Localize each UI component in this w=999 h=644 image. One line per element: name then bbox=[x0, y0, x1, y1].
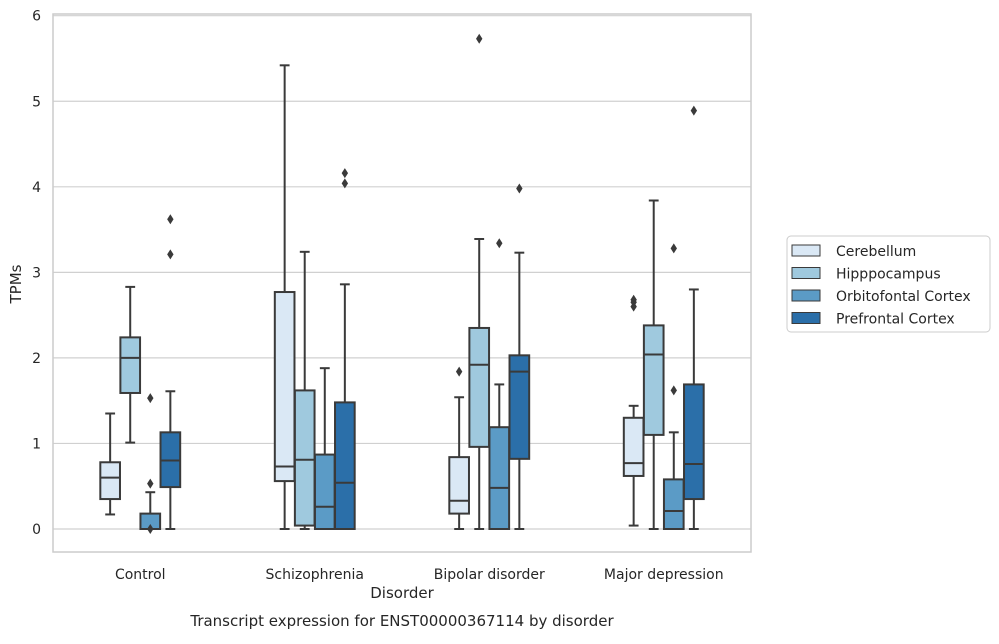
legend-swatch-0 bbox=[791, 244, 821, 257]
outlier-point-1 bbox=[670, 243, 677, 254]
x-tick-label-2: Bipolar disorder bbox=[434, 567, 545, 583]
x-axis-label: Disorder bbox=[370, 584, 434, 602]
legend-swatch-1 bbox=[791, 267, 821, 279]
box-3-2 bbox=[662, 243, 685, 531]
legend-label-2: Orbitofontal Cortex bbox=[836, 289, 971, 305]
box-0-0 bbox=[99, 412, 121, 516]
outlier-point-0 bbox=[476, 33, 483, 44]
box-iqr bbox=[334, 401, 356, 530]
box-2-1 bbox=[468, 33, 491, 530]
outlier-point-0 bbox=[147, 524, 154, 534]
box-3-3 bbox=[683, 105, 705, 530]
box-iqr bbox=[508, 354, 531, 460]
box-iqr bbox=[119, 336, 142, 394]
box-iqr bbox=[273, 291, 296, 483]
outlier-point-0 bbox=[341, 178, 349, 189]
box-iqr bbox=[488, 426, 511, 530]
outlier-point-0 bbox=[670, 385, 677, 396]
outlier-point-1 bbox=[341, 168, 349, 179]
outlier-point-2 bbox=[147, 393, 154, 404]
outlier-point-0 bbox=[690, 105, 698, 116]
legend-label-3: Prefrontal Cortex bbox=[836, 312, 955, 328]
chart-caption: Transcript expression for ENST0000036711… bbox=[189, 612, 614, 630]
box-iqr bbox=[313, 453, 336, 530]
box-2-2 bbox=[488, 238, 511, 530]
outlier-point-1 bbox=[167, 214, 174, 225]
outlier-point-0 bbox=[496, 238, 503, 249]
y-tick-label-2: 2 bbox=[32, 351, 41, 367]
box-3-1 bbox=[642, 199, 665, 530]
legend-label-1: Hipppocampus bbox=[836, 267, 941, 283]
legend-frame bbox=[786, 235, 991, 333]
box-1-0 bbox=[273, 64, 296, 530]
box-iqr bbox=[683, 383, 705, 501]
y-tick-label-1: 1 bbox=[32, 436, 41, 452]
legend-swatch-3 bbox=[791, 312, 821, 324]
box-iqr bbox=[662, 478, 685, 531]
box-1-2 bbox=[313, 367, 336, 530]
box-iqr bbox=[468, 326, 491, 448]
box-iqr bbox=[642, 324, 665, 436]
y-tick-label-5: 5 bbox=[32, 94, 41, 110]
box-iqr bbox=[622, 416, 645, 477]
outlier-point-0 bbox=[455, 366, 463, 377]
box-0-2 bbox=[139, 393, 162, 534]
outlier-point-0 bbox=[167, 249, 174, 260]
y-tick-label-3: 3 bbox=[32, 265, 41, 281]
outlier-point-2 bbox=[630, 294, 637, 305]
box-0-3 bbox=[159, 214, 182, 530]
legend-swatch-2 bbox=[791, 289, 821, 302]
box-iqr bbox=[99, 461, 121, 501]
box-1-3 bbox=[334, 168, 356, 530]
x-tick-label-1: Schizophrenia bbox=[266, 567, 364, 583]
box-0-1 bbox=[119, 285, 142, 444]
box-plot-marks bbox=[99, 33, 705, 534]
y-tick-label-0: 0 bbox=[32, 522, 41, 538]
y-tick-label-4: 4 bbox=[32, 180, 41, 196]
box-3-0 bbox=[622, 294, 645, 527]
box-iqr bbox=[293, 389, 316, 527]
box-2-0 bbox=[448, 366, 470, 530]
box-iqr bbox=[448, 456, 470, 515]
plot-frame bbox=[52, 13, 752, 553]
y-tick-label-6: 6 bbox=[32, 9, 41, 25]
chart-legend: Cerebellum Hipppocampus Orbitofontal Corte… bbox=[786, 235, 991, 333]
x-tick-label-3: Major depression bbox=[604, 567, 724, 583]
y-axis-label: TPMs bbox=[7, 264, 25, 304]
x-tick-label-0: Control bbox=[115, 567, 166, 583]
legend-label-0: Cerebellum bbox=[836, 244, 916, 260]
outlier-point-1 bbox=[147, 478, 154, 489]
box-1-1 bbox=[293, 250, 316, 530]
x-axis-ticks: Control Schizophrenia Bipolar disorder Majo… bbox=[115, 567, 724, 583]
y-axis-ticks: 0 1 2 3 4 5 6 bbox=[32, 9, 41, 538]
box-2-3 bbox=[508, 183, 531, 530]
outlier-point-0 bbox=[516, 183, 523, 194]
